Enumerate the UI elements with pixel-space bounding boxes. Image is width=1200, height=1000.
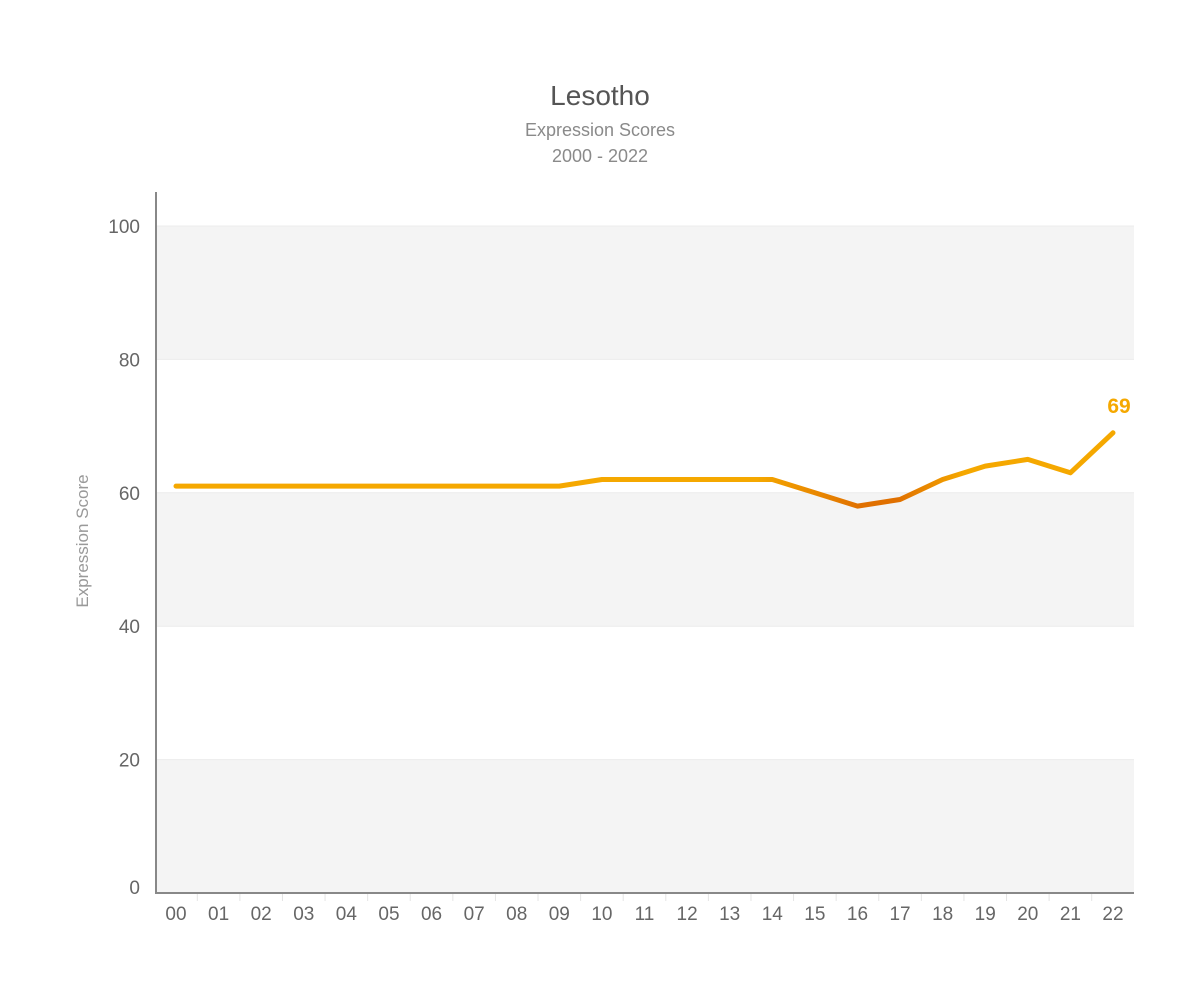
x-tick-label-09: 09	[549, 904, 570, 925]
grid-band-40-60	[156, 492, 1134, 627]
chart-date-range: 2000 - 2022	[551, 146, 649, 166]
x-tick-label-07: 07	[464, 904, 485, 925]
data-point-15	[812, 490, 817, 495]
data-point-03	[301, 484, 306, 489]
y-tick-label-40: 40	[119, 617, 140, 638]
x-tick-label-19: 19	[975, 904, 996, 925]
x-tick-label-17: 17	[889, 904, 910, 925]
grid-band-0-20	[156, 759, 1134, 893]
y-tick-label-20: 20	[119, 751, 140, 772]
x-tick-label-08: 08	[506, 904, 527, 925]
y-tick-label-100: 100	[108, 217, 140, 238]
data-point-16	[855, 504, 860, 509]
x-tick-label-00: 00	[165, 904, 186, 925]
data-point-22	[1111, 430, 1116, 435]
data-point-07	[472, 484, 477, 489]
x-tick-label-20: 20	[1017, 904, 1038, 925]
y-tick-label-0: 0	[129, 878, 140, 899]
axes	[155, 192, 1134, 894]
data-point-13	[727, 477, 732, 482]
y-tick-label-60: 60	[119, 484, 140, 505]
end-value-label: 69	[1107, 395, 1130, 418]
grid-bands	[156, 225, 1134, 893]
data-point-19	[983, 464, 988, 469]
x-tick-label-14: 14	[762, 904, 784, 925]
data-point-11	[642, 477, 647, 482]
series-group	[173, 430, 1116, 509]
data-point-01	[216, 484, 221, 489]
x-tick-label-10: 10	[591, 904, 612, 925]
data-labels: 69	[1107, 395, 1130, 418]
data-point-21	[1068, 470, 1073, 475]
grid-band-80-100	[156, 226, 1134, 360]
x-tick-label-12: 12	[677, 904, 698, 925]
x-tick-label-21: 21	[1060, 904, 1081, 925]
x-tick-label-13: 13	[719, 904, 740, 925]
y-axis-title: Expression Score	[73, 474, 92, 607]
x-axis-ticks: 00 01 02 03 04 05 06 07 08 09 10 11 12 13 14 15 16 17 18 19…	[165, 893, 1124, 925]
data-point-10	[599, 477, 604, 482]
data-point-17	[898, 497, 903, 502]
data-point-00	[174, 484, 179, 489]
x-tick-label-01: 01	[208, 904, 229, 925]
x-tick-label-02: 02	[251, 904, 272, 925]
x-tick-label-22: 22	[1102, 904, 1123, 925]
y-axis-ticks: 0 20 40 60 80 100	[108, 217, 140, 899]
x-tick-label-04: 04	[336, 904, 358, 925]
x-tick-label-03: 03	[293, 904, 314, 925]
chart-subtitle: Expression Scores	[524, 120, 676, 140]
x-tick-label-11: 11	[635, 904, 655, 925]
data-point-02	[259, 484, 264, 489]
series-line-0	[173, 430, 1116, 509]
chart-title: Lesotho	[550, 80, 650, 111]
x-tick-label-16: 16	[847, 904, 868, 925]
data-point-20	[1025, 457, 1030, 462]
x-tick-label-18: 18	[932, 904, 953, 925]
data-point-05	[386, 484, 391, 489]
y-tick-label-80: 80	[119, 350, 140, 371]
data-point-06	[429, 484, 434, 489]
x-tick-label-06: 06	[421, 904, 442, 925]
data-point-08	[514, 484, 519, 489]
x-tick-label-15: 15	[804, 904, 825, 925]
data-point-09	[557, 484, 562, 489]
data-point-14	[770, 477, 775, 482]
data-point-04	[344, 484, 349, 489]
x-tick-label-05: 05	[378, 904, 399, 925]
data-point-18	[940, 477, 945, 482]
data-point-12	[685, 477, 690, 482]
